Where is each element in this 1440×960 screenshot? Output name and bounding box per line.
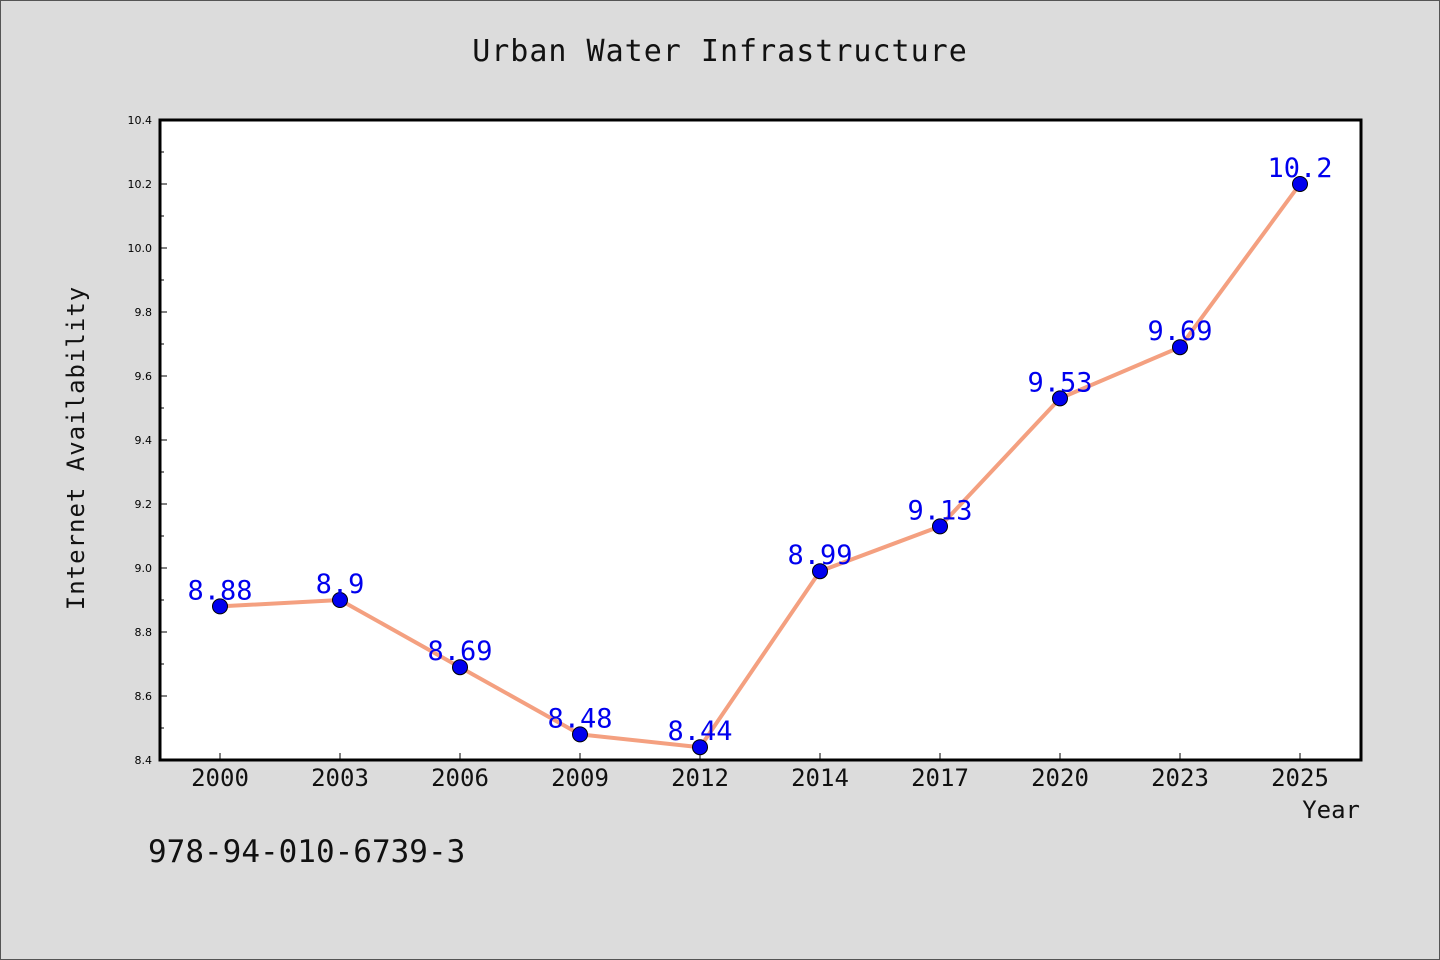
data-label: 8.69: [427, 636, 492, 667]
data-point: [212, 598, 228, 615]
data-point: [692, 739, 708, 756]
x-tick-label: 2020: [1031, 764, 1089, 792]
y-tick-label: 10.0: [128, 242, 153, 255]
y-tick-label: 9.4: [135, 434, 153, 447]
y-tick-label: 8.8: [135, 626, 153, 639]
data-point: [452, 659, 468, 676]
y-tick-label: 8.6: [135, 690, 153, 703]
chart-title: Urban Water Infrastructure: [472, 34, 968, 69]
data-point: [1172, 339, 1188, 356]
series: 8.88 8.9 8.69 8.48 8.44 8.99 9.13 9.53 9.69 10.2: [187, 153, 1333, 756]
data-label: 8.99: [787, 540, 852, 571]
data-point: [932, 518, 948, 535]
data-point: [1292, 176, 1308, 192]
x-axis: 2000 2003 2006 2009 2012 2014 2017 2020 2023 2025: [191, 753, 1329, 792]
series-line: [219, 182, 1302, 750]
x-tick-label: 2012: [671, 764, 729, 792]
y-tick-label: 9.0: [135, 562, 153, 575]
x-tick-label: 2017: [911, 764, 969, 792]
y-tick-label: 9.2: [135, 498, 153, 511]
data-label: 10.2: [1267, 153, 1332, 184]
plot-area: [160, 120, 1361, 760]
data-point: [572, 726, 588, 743]
y-tick-label: 10.2: [128, 178, 153, 191]
isbn-text: 978-94-010-6739-3: [148, 834, 466, 870]
x-tick-label: 2000: [191, 764, 249, 792]
x-tick-label: 2014: [791, 764, 849, 792]
y-tick-label: 9.8: [135, 306, 153, 319]
x-axis-label: Year: [1302, 796, 1360, 824]
data-label: 8.48: [547, 703, 612, 734]
data-label: 8.44: [667, 716, 732, 747]
data-label: 8.88: [187, 575, 252, 606]
data-label: 9.53: [1027, 367, 1092, 398]
x-tick-label: 2009: [551, 764, 609, 792]
x-tick-label: 2003: [311, 764, 369, 792]
data-point: [332, 592, 348, 608]
data-point: [812, 563, 828, 580]
data-point: [1052, 390, 1068, 407]
plot-border: [158, 118, 1363, 762]
x-tick-label: 2025: [1271, 764, 1329, 792]
y-tick-label: 10.4: [128, 114, 153, 127]
x-tick-label: 2006: [431, 764, 489, 792]
y-tick-label: 8.4: [135, 754, 153, 767]
x-tick-label: 2023: [1151, 764, 1209, 792]
data-label: 8.9: [316, 569, 365, 600]
y-axis: 8.4 8.6 8.8 9.0 9.2 9.4 9.6 9.8 10.0 10.2 10.4: [128, 114, 167, 767]
data-label: 9.69: [1147, 316, 1212, 347]
y-tick-label: 9.6: [135, 370, 153, 383]
data-label: 9.13: [907, 495, 972, 526]
